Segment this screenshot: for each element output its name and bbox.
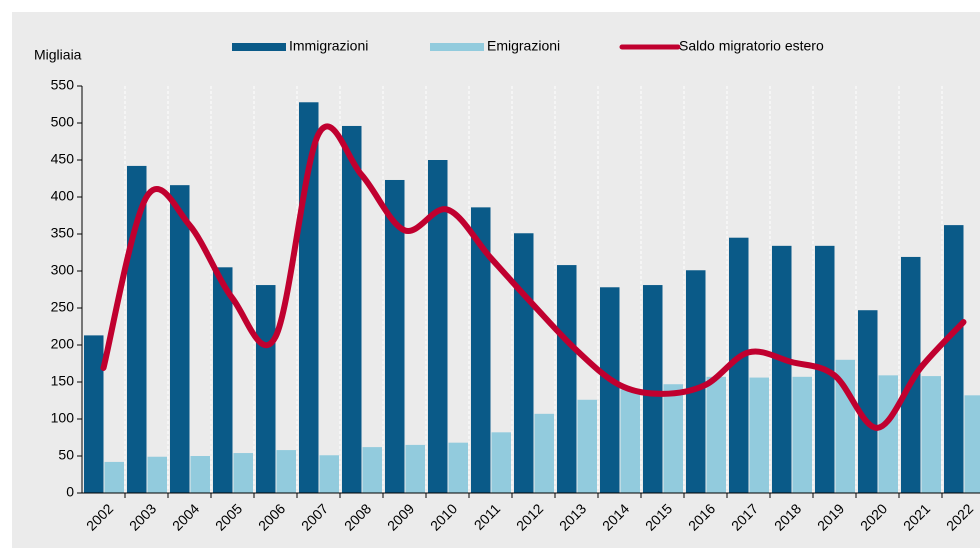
legend-swatch xyxy=(430,43,484,51)
bar xyxy=(147,456,167,493)
y-tick-label: 350 xyxy=(51,225,75,241)
bar xyxy=(878,375,898,493)
line xyxy=(100,123,967,431)
bar xyxy=(233,453,253,493)
bar xyxy=(577,399,597,493)
legend-swatch xyxy=(232,43,286,51)
bar xyxy=(276,450,296,493)
bar xyxy=(534,413,554,493)
bar xyxy=(448,442,468,493)
bar xyxy=(319,455,339,493)
legend-label: Emigrazioni xyxy=(487,38,560,54)
y-tick-label: 500 xyxy=(51,114,75,130)
legend-label: Saldo migratorio estero xyxy=(679,38,824,54)
bar xyxy=(557,265,577,493)
bar xyxy=(772,245,792,493)
bar xyxy=(405,444,425,493)
bar xyxy=(686,270,706,493)
bar xyxy=(749,377,769,493)
y-tick-label: 50 xyxy=(58,447,74,463)
bar xyxy=(663,384,683,493)
y-tick-label: 250 xyxy=(51,299,75,315)
bar xyxy=(362,447,382,493)
y-tick-label: 400 xyxy=(51,188,75,204)
y-tick-label: 150 xyxy=(51,373,75,389)
bar xyxy=(342,125,362,494)
bar xyxy=(84,335,104,493)
bar xyxy=(921,376,941,493)
bar xyxy=(643,285,663,493)
bar xyxy=(256,285,276,493)
bar xyxy=(620,389,640,493)
bar xyxy=(190,456,210,493)
bar xyxy=(944,225,964,493)
bar xyxy=(428,160,448,493)
bar xyxy=(213,267,233,493)
bar xyxy=(170,185,190,493)
y-tick-label: 200 xyxy=(51,336,75,352)
bar xyxy=(471,207,491,494)
y-tick-label: 0 xyxy=(66,484,74,500)
bar xyxy=(792,376,812,493)
bar xyxy=(964,395,980,493)
bar xyxy=(104,461,124,493)
bar xyxy=(858,310,878,493)
bar xyxy=(514,233,534,493)
bar xyxy=(706,376,726,493)
y-tick-label: 550 xyxy=(51,77,75,93)
legend-label: Immigrazioni xyxy=(289,38,368,54)
bar xyxy=(901,256,921,493)
bar xyxy=(729,237,749,493)
y-tick-label: 100 xyxy=(51,410,75,426)
y-tick-label: 300 xyxy=(51,262,75,278)
bar xyxy=(600,287,620,493)
y-tick-label: 450 xyxy=(51,151,75,167)
bar xyxy=(491,432,511,493)
bar xyxy=(385,179,405,494)
y-axis-label: Migliaia xyxy=(34,47,82,63)
